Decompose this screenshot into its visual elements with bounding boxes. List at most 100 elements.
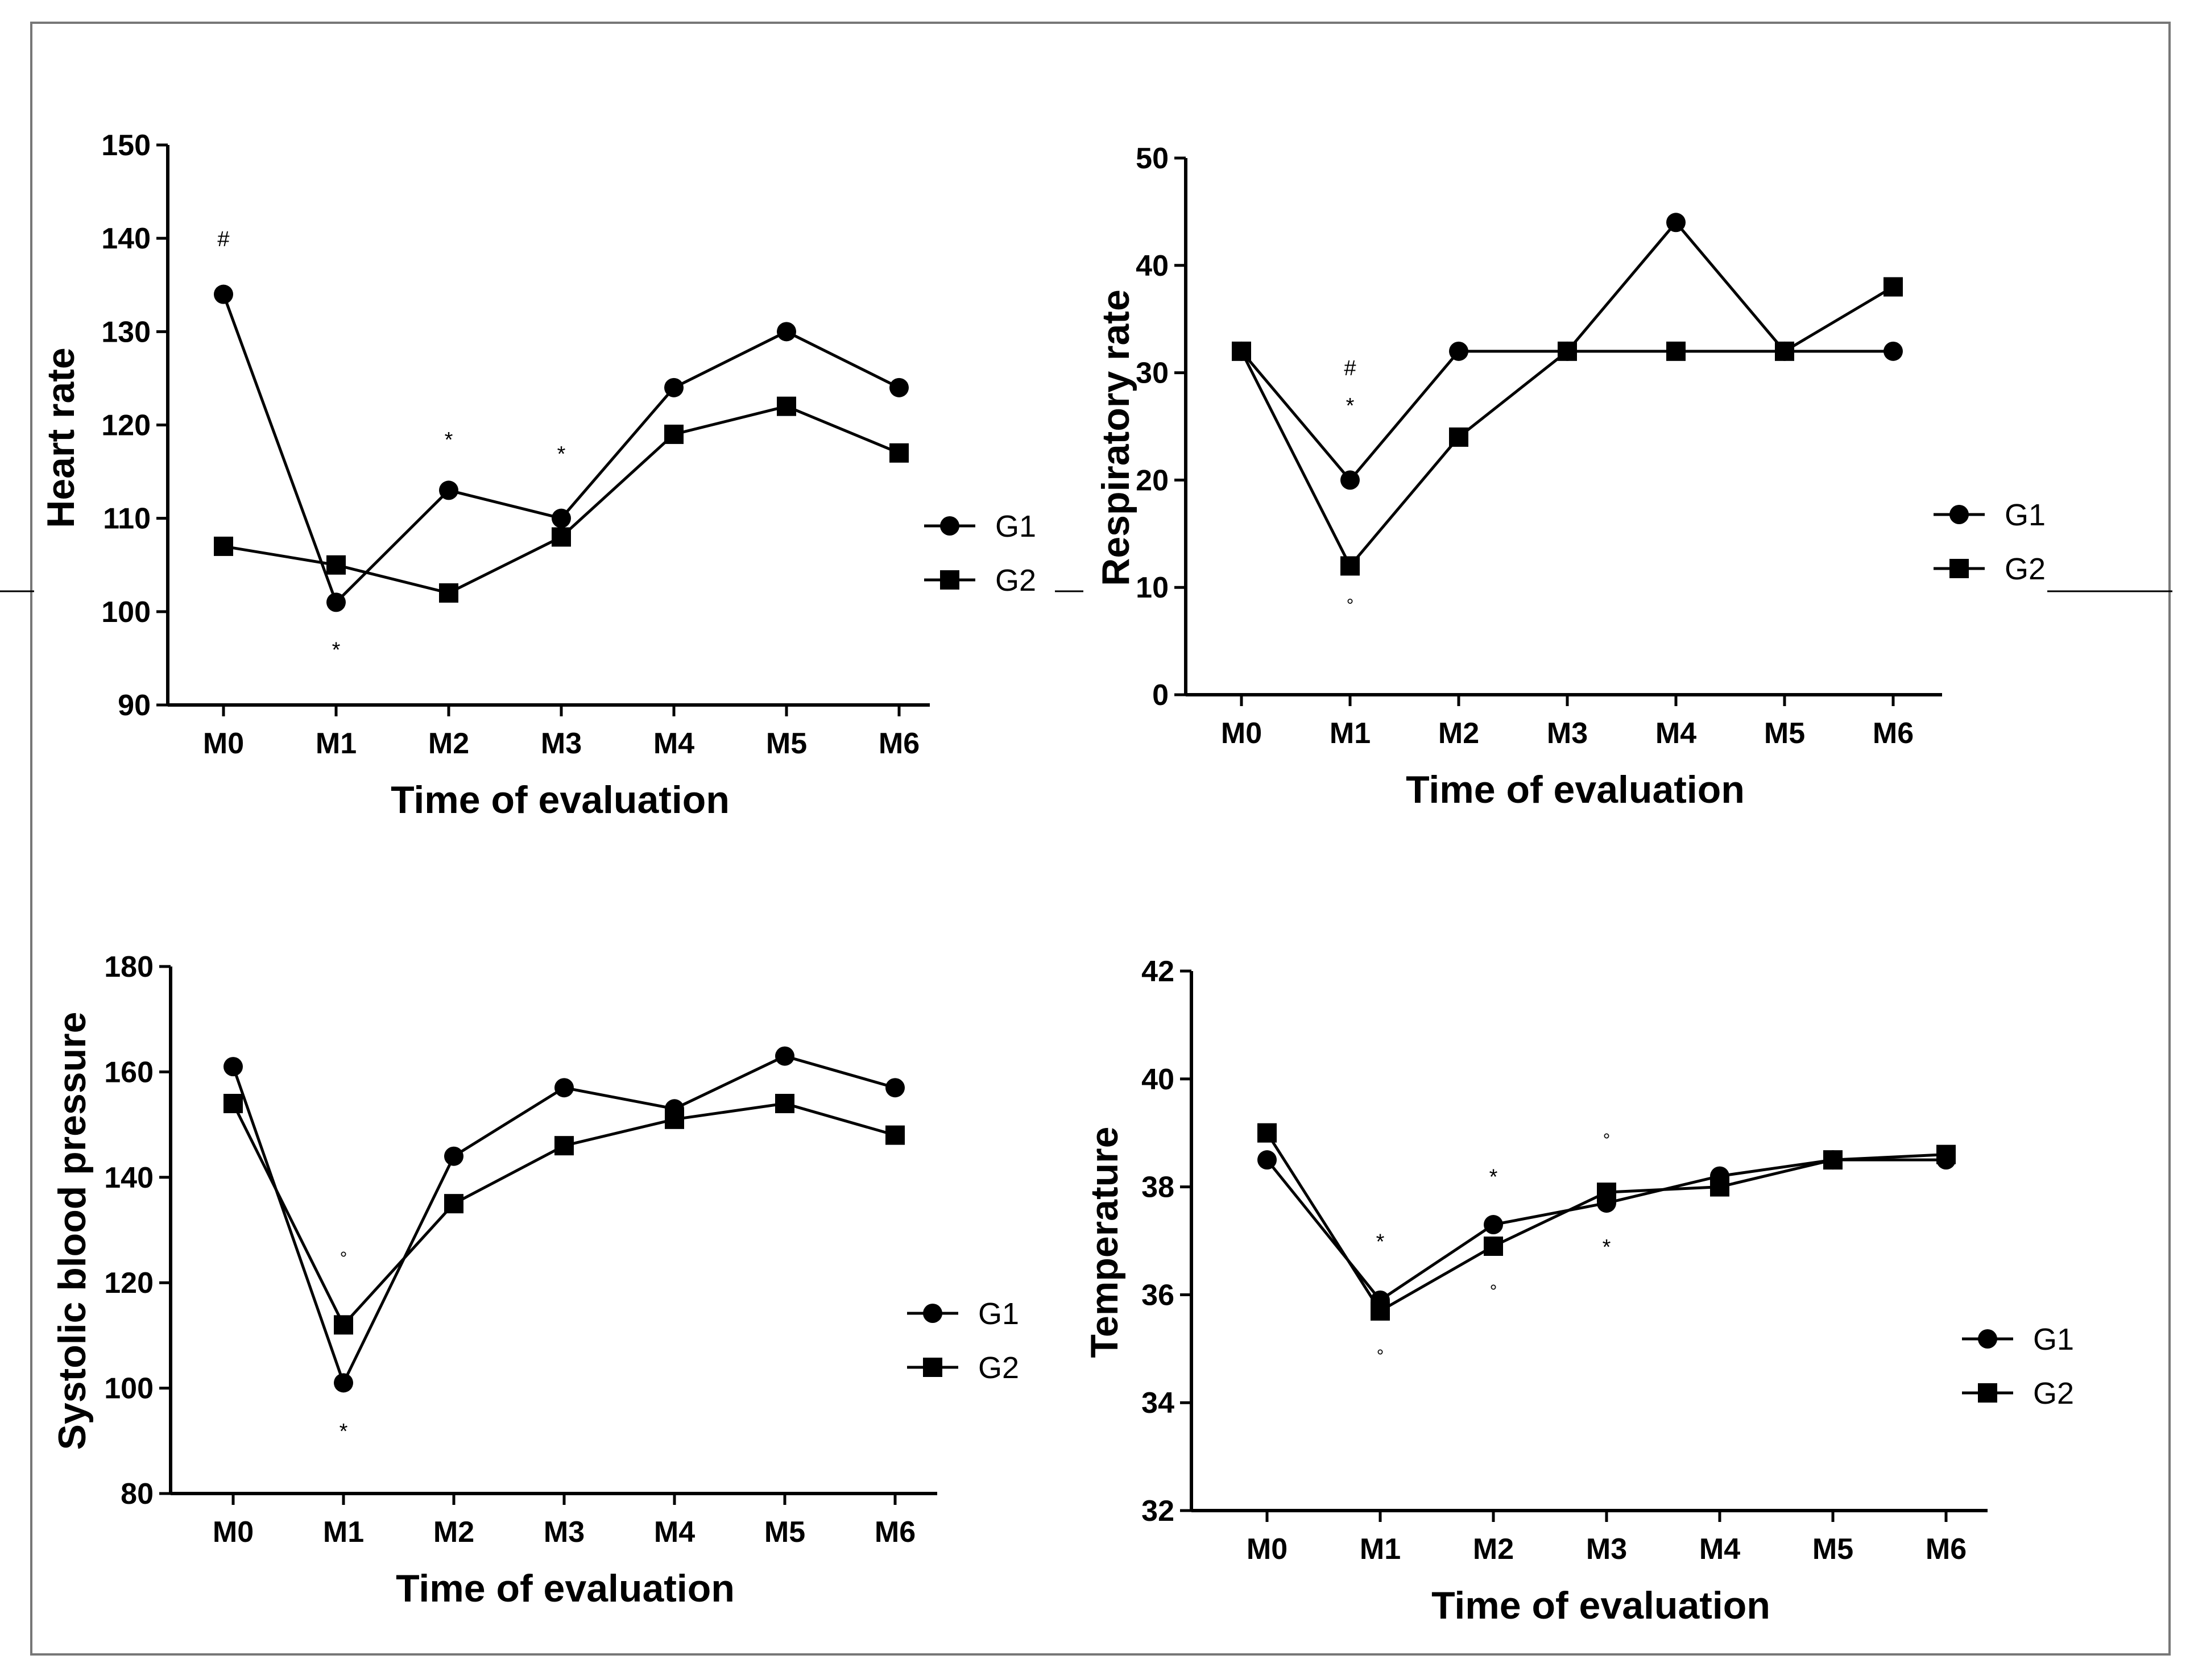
x-tick-label: M3	[1586, 1533, 1627, 1566]
data-point-g2	[439, 583, 458, 603]
legend-label-g2: G2	[2033, 1376, 2074, 1411]
data-point-g1	[775, 1046, 794, 1066]
y-tick-label: 40	[1136, 250, 1169, 283]
legend-marker-g2	[940, 570, 959, 590]
x-tick-label: M4	[654, 1516, 695, 1549]
data-point-g2	[777, 396, 796, 416]
data-point-g1	[1232, 341, 1251, 361]
x-tick-label: M5	[1812, 1533, 1853, 1566]
data-point-g1	[664, 378, 684, 397]
x-tick-label: M4	[1655, 717, 1696, 750]
significance-marker: °	[1347, 595, 1354, 616]
x-tick-label: M4	[1699, 1533, 1740, 1566]
legend-marker-g1	[1978, 1329, 1997, 1349]
legend-marker-g1	[923, 1304, 942, 1323]
y-tick-label: 130	[101, 316, 151, 349]
y-axis-title: Respiratory rate	[1094, 289, 1137, 586]
data-point-g2	[444, 1194, 463, 1214]
data-point-g1	[777, 322, 796, 342]
significance-marker: °	[1490, 1281, 1497, 1301]
data-point-g2	[552, 527, 571, 547]
series-line-g1	[231, 1054, 896, 1387]
data-point-g2	[326, 555, 346, 575]
data-point-g2	[664, 424, 684, 444]
x-tick-label: M6	[1873, 717, 1914, 750]
chart-panel-2: 0 10 20 30 40 50 M0 M1 M2 M3 M4 M5 M6 Time of evaluat…	[1094, 142, 2046, 811]
chart-panel-4: 32 34 36 38 40 42 M0 M1 M2 M3 M4 M5 M6 Time of evalua…	[1083, 955, 2074, 1627]
data-point-g1	[665, 1099, 684, 1119]
y-tick-label: 34	[1141, 1387, 1174, 1420]
x-tick-label: M6	[1926, 1533, 1967, 1566]
data-point-g1	[1823, 1150, 1843, 1170]
x-tick-label: M2	[433, 1516, 474, 1549]
x-tick-label: M2	[1438, 717, 1479, 750]
x-tick-label: M0	[203, 727, 244, 760]
significance-marker: *	[1489, 1165, 1498, 1189]
y-tick-label: 100	[101, 596, 151, 629]
x-tick-label: M4	[653, 727, 694, 760]
x-tick-label: M3	[541, 727, 582, 760]
y-tick-label: 110	[103, 503, 151, 536]
significance-marker: *	[1376, 1230, 1385, 1254]
data-point-g1	[326, 592, 346, 612]
x-tick-label: M1	[1330, 717, 1371, 750]
significance-marker: #	[1344, 356, 1356, 380]
legend-marker-g2	[1978, 1383, 1997, 1403]
y-tick-label: 140	[104, 1162, 154, 1194]
data-point-g1	[1449, 341, 1468, 361]
significance-marker: °	[1377, 1346, 1384, 1366]
y-axis-title: Heart rate	[39, 347, 82, 528]
data-point-g2	[214, 536, 233, 556]
chart-panel-3: 80 100 120 140 160 180 M0 M1 M2 M3 M4 M5 M6 Time of e…	[51, 951, 1019, 1610]
x-tick-label: M2	[1473, 1533, 1514, 1566]
series-line-g2	[223, 405, 900, 595]
x-tick-label: M5	[1764, 717, 1805, 750]
data-point-g2	[775, 1094, 794, 1114]
y-tick-label: 150	[101, 129, 151, 162]
data-point-g1	[1484, 1215, 1503, 1235]
legend-label-g1: G1	[995, 509, 1036, 544]
data-point-g2	[889, 443, 909, 463]
data-point-g1	[1666, 213, 1686, 233]
y-tick-label: 50	[1136, 142, 1169, 175]
data-point-g2	[334, 1315, 353, 1335]
x-tick-label: M0	[1247, 1533, 1288, 1566]
significance-marker: #	[217, 227, 229, 251]
data-point-g2	[1257, 1123, 1277, 1143]
y-tick-label: 90	[118, 689, 151, 722]
data-point-g1	[1340, 470, 1360, 490]
x-tick-label: M6	[875, 1516, 916, 1549]
data-point-g1	[1371, 1290, 1390, 1310]
x-tick-label: M0	[213, 1516, 254, 1549]
significance-marker: *	[445, 428, 453, 452]
data-point-g1	[1775, 341, 1794, 361]
y-tick-label: 180	[104, 951, 154, 984]
y-tick-label: 40	[1141, 1063, 1174, 1096]
x-axis-title: Time of evaluation	[391, 778, 730, 822]
series-line-g2	[1240, 285, 1894, 569]
y-tick-label: 0	[1152, 679, 1169, 712]
data-point-g1	[1883, 341, 1903, 361]
y-tick-label: 120	[104, 1267, 154, 1300]
data-point-g1	[889, 378, 909, 397]
legend-marker-g2	[923, 1358, 942, 1377]
data-point-g1	[444, 1146, 463, 1166]
x-tick-label: M5	[766, 727, 807, 760]
data-point-g1	[334, 1373, 353, 1393]
x-tick-label: M0	[1221, 717, 1262, 750]
y-axis-title: Systolic blood pressure	[51, 1012, 94, 1450]
significance-marker: °	[340, 1248, 347, 1268]
x-axis-title: Time of evaluation	[396, 1567, 735, 1610]
y-axis-title: Temperature	[1083, 1127, 1126, 1358]
y-tick-label: 38	[1141, 1171, 1174, 1204]
data-point-g1	[1257, 1150, 1277, 1170]
y-tick-label: 32	[1141, 1495, 1174, 1528]
legend-marker-g1	[940, 516, 959, 536]
x-tick-label: M1	[323, 1516, 364, 1549]
data-point-g2	[1484, 1236, 1503, 1256]
legend-label-g1: G1	[978, 1297, 1019, 1331]
data-point-g1	[439, 480, 458, 500]
data-point-g2	[1449, 427, 1468, 447]
series-line-g1	[1266, 1158, 1946, 1302]
data-point-g1	[1597, 1193, 1616, 1213]
